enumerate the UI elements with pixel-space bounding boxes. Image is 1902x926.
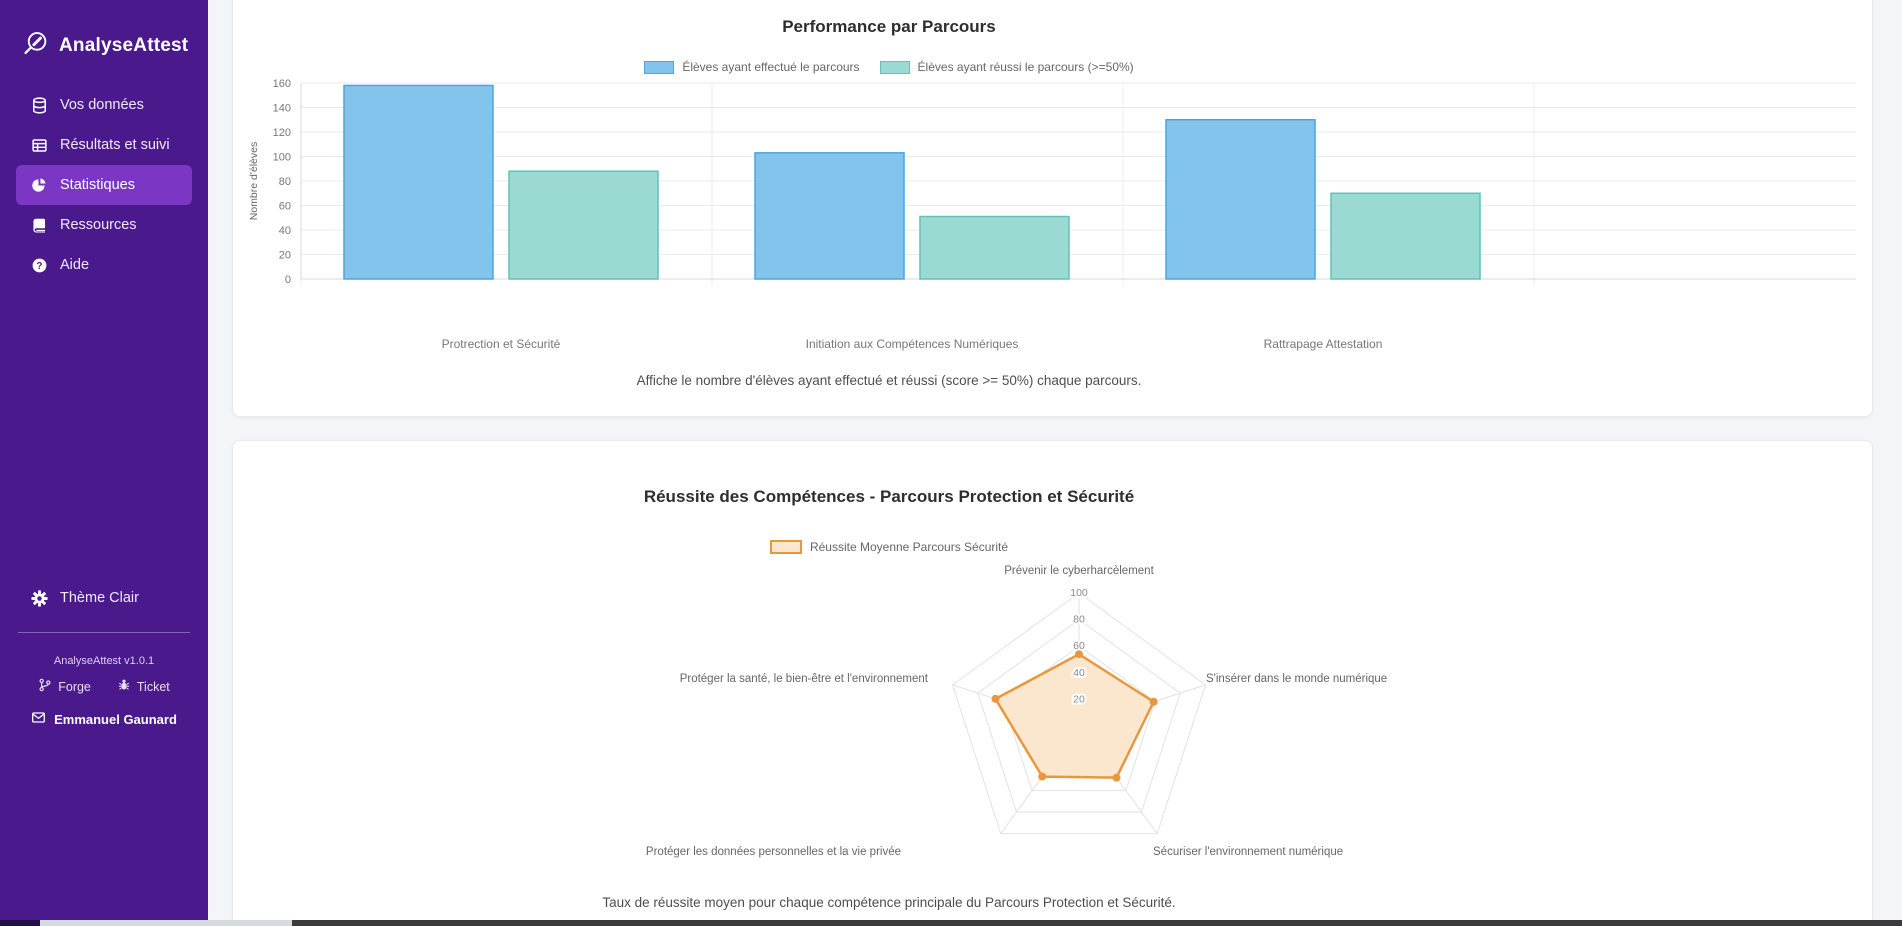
svg-text:80: 80 (1073, 614, 1085, 626)
user-name: Emmanuel Gaunard (54, 711, 177, 727)
sidebar-item-resultats[interactable]: Résultats et suivi (16, 125, 192, 165)
horizontal-scrollbar-track (292, 920, 1902, 926)
git-branch-icon (38, 678, 52, 695)
analyse-logo-icon (22, 30, 49, 62)
pie-chart-icon (30, 177, 48, 194)
radar-chart-canvas[interactable]: 20 40 60 80 100 Prévenir le cyberharcèlement S… (233, 561, 1874, 893)
legend-swatch-orange (769, 540, 802, 554)
forge-link[interactable]: Forge (38, 678, 91, 695)
radar-chart-legend: Réussite Moyenne Parcours Sécurité (233, 540, 1545, 554)
database-icon (30, 96, 48, 114)
svg-text:Rattrapage Attestation: Rattrapage Attestation (1264, 337, 1383, 351)
nav-label: Vos données (60, 97, 144, 113)
svg-text:80: 80 (279, 176, 291, 188)
sidebar-item-aide[interactable]: ? Aide (16, 245, 192, 285)
svg-text:Nombre d'élèves: Nombre d'élèves (248, 142, 260, 220)
ticket-link[interactable]: Ticket (117, 678, 170, 695)
brand-title: AnalyseAttest (59, 35, 189, 56)
main-content: Performance par Parcours Élèves ayant ef… (208, 0, 1902, 926)
nav-label: Résultats et suivi (60, 137, 170, 153)
svg-text:Sécuriser l'environnement numé: Sécuriser l'environnement numérique (1153, 846, 1343, 858)
user-contact[interactable]: Emmanuel Gaunard (0, 710, 208, 728)
bottom-edge-strip (0, 920, 1902, 926)
svg-text:100: 100 (1070, 587, 1088, 599)
svg-text:40: 40 (1073, 667, 1085, 679)
sidebar-item-statistiques[interactable]: Statistiques (16, 165, 192, 205)
sidebar-item-vos-donnees[interactable]: Vos données (16, 85, 192, 125)
radar-chart-card: Réussite des Compétences - Parcours Prot… (232, 440, 1873, 926)
svg-text:Initiation aux Compétences Num: Initiation aux Compétences Numériques (806, 337, 1019, 351)
legend-item-reussi[interactable]: Élèves ayant réussi le parcours (>=50%) (879, 60, 1134, 74)
svg-text:120: 120 (273, 127, 291, 139)
legend-label: Réussite Moyenne Parcours Sécurité (809, 540, 1009, 554)
forge-label: Forge (58, 679, 91, 694)
svg-text:40: 40 (279, 225, 291, 237)
nav-label: Ressources (60, 217, 137, 233)
radar-chart-title: Réussite des Compétences - Parcours Prot… (643, 487, 1135, 506)
nav-label: Aide (60, 257, 90, 273)
svg-text:20: 20 (279, 250, 291, 262)
bar-chart-card: Performance par Parcours Élèves ayant ef… (232, 0, 1873, 417)
sidebar-item-ressources[interactable]: Ressources (16, 205, 192, 245)
bar-chart-title: Performance par Parcours (782, 17, 996, 36)
bug-icon (117, 678, 131, 695)
book-icon (30, 217, 48, 234)
svg-text:0: 0 (285, 274, 291, 286)
svg-text:60: 60 (279, 201, 291, 213)
legend-swatch-teal (879, 60, 910, 74)
bar-chart-legend: Élèves ayant effectué le parcours Élèves… (233, 60, 1545, 74)
svg-text:20: 20 (1073, 693, 1085, 705)
app-version: AnalyseAttest v1.0.1 (53, 655, 155, 667)
table-icon (30, 137, 48, 154)
svg-text:Protéger la santé, le bien-êtr: Protéger la santé, le bien-être et l'env… (680, 673, 929, 685)
legend-swatch-blue (644, 60, 675, 74)
legend-label: Élèves ayant réussi le parcours (>=50%) (917, 60, 1134, 74)
bottom-strip-left (0, 920, 40, 926)
sidebar-divider (18, 632, 190, 633)
radar-chart-caption: Taux de réussite moyen pour chaque compé… (602, 895, 1176, 910)
nav-label: Statistiques (60, 177, 135, 193)
horizontal-scrollbar-thumb[interactable] (40, 920, 292, 926)
sidebar: AnalyseAttest Vos données (0, 0, 208, 926)
ticket-label: Ticket (136, 679, 170, 694)
gear-icon (30, 589, 48, 607)
theme-toggle[interactable]: Thème Clair (16, 578, 192, 618)
svg-text:Protrection et Sécurité: Protrection et Sécurité (442, 337, 561, 351)
svg-text:60: 60 (1073, 640, 1085, 652)
svg-text:S'insérer dans le monde numéri: S'insérer dans le monde numérique (1206, 673, 1387, 685)
brand[interactable]: AnalyseAttest (22, 30, 188, 62)
bar-chart-canvas[interactable]: 0 20 40 60 80 100 120 140 160 Nombre d'élèves Prot… (233, 77, 1874, 371)
theme-toggle-label: Thème Clair (60, 590, 139, 606)
legend-label: Élèves ayant effectué le parcours (682, 60, 860, 74)
svg-text:140: 140 (273, 103, 291, 115)
envelope-icon (31, 710, 46, 728)
bar-chart-caption: Affiche le nombre d'élèves ayant effectu… (636, 373, 1142, 388)
legend-item-reussite-moyenne[interactable]: Réussite Moyenne Parcours Sécurité (769, 540, 1009, 554)
svg-text:160: 160 (273, 78, 291, 90)
sidebar-nav: Vos données Résultats et suivi (0, 85, 208, 285)
help-icon: ? (30, 257, 48, 274)
svg-text:Protéger les données personnel: Protéger les données personnelles et la … (646, 846, 901, 858)
footer-links: Forge Ticket (0, 678, 208, 695)
svg-text:Prévenir le cyberharcèlement: Prévenir le cyberharcèlement (1004, 565, 1154, 577)
svg-text:?: ? (36, 260, 42, 271)
svg-text:100: 100 (273, 152, 291, 164)
legend-item-effectue[interactable]: Élèves ayant effectué le parcours (644, 60, 860, 74)
